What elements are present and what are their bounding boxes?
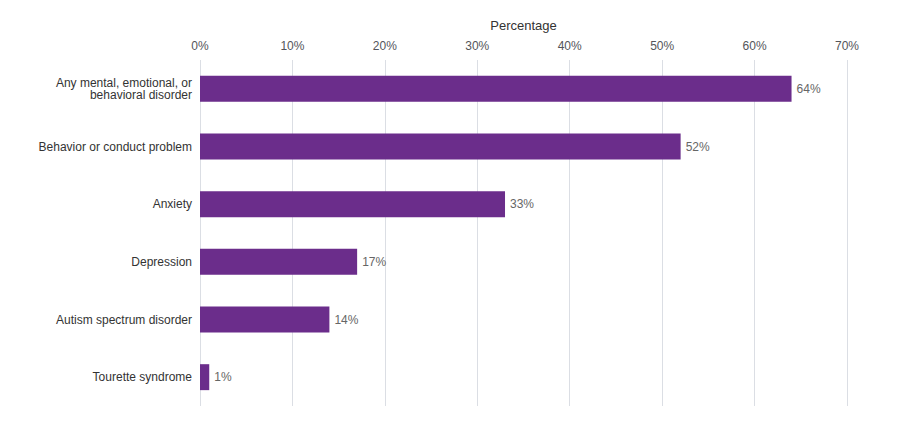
- svg-text:14%: 14%: [334, 313, 358, 327]
- svg-text:Tourette syndrome: Tourette syndrome: [93, 370, 193, 384]
- svg-text:Percentage: Percentage: [490, 18, 557, 33]
- svg-text:20%: 20%: [373, 39, 397, 53]
- svg-text:60%: 60%: [743, 39, 767, 53]
- svg-text:Autism spectrum disorder: Autism spectrum disorder: [56, 313, 192, 327]
- svg-text:0%: 0%: [191, 39, 209, 53]
- svg-text:70%: 70%: [835, 39, 859, 53]
- svg-text:64%: 64%: [797, 82, 821, 96]
- svg-text:1%: 1%: [214, 370, 232, 384]
- svg-text:Depression: Depression: [131, 255, 192, 269]
- svg-text:Any mental, emotional, or: Any mental, emotional, or: [55, 75, 192, 90]
- svg-text:10%: 10%: [280, 39, 304, 53]
- svg-text:50%: 50%: [650, 39, 674, 53]
- svg-text:33%: 33%: [510, 197, 534, 211]
- svg-text:52%: 52%: [686, 140, 710, 154]
- svg-text:Behavior or conduct problem: Behavior or conduct problem: [39, 140, 192, 154]
- svg-text:40%: 40%: [558, 39, 582, 53]
- svg-text:Anxiety: Anxiety: [153, 197, 192, 211]
- svg-text:17%: 17%: [362, 255, 386, 269]
- svg-text:30%: 30%: [465, 39, 489, 53]
- svg-text:behavioral disorder: behavioral disorder: [83, 88, 192, 102]
